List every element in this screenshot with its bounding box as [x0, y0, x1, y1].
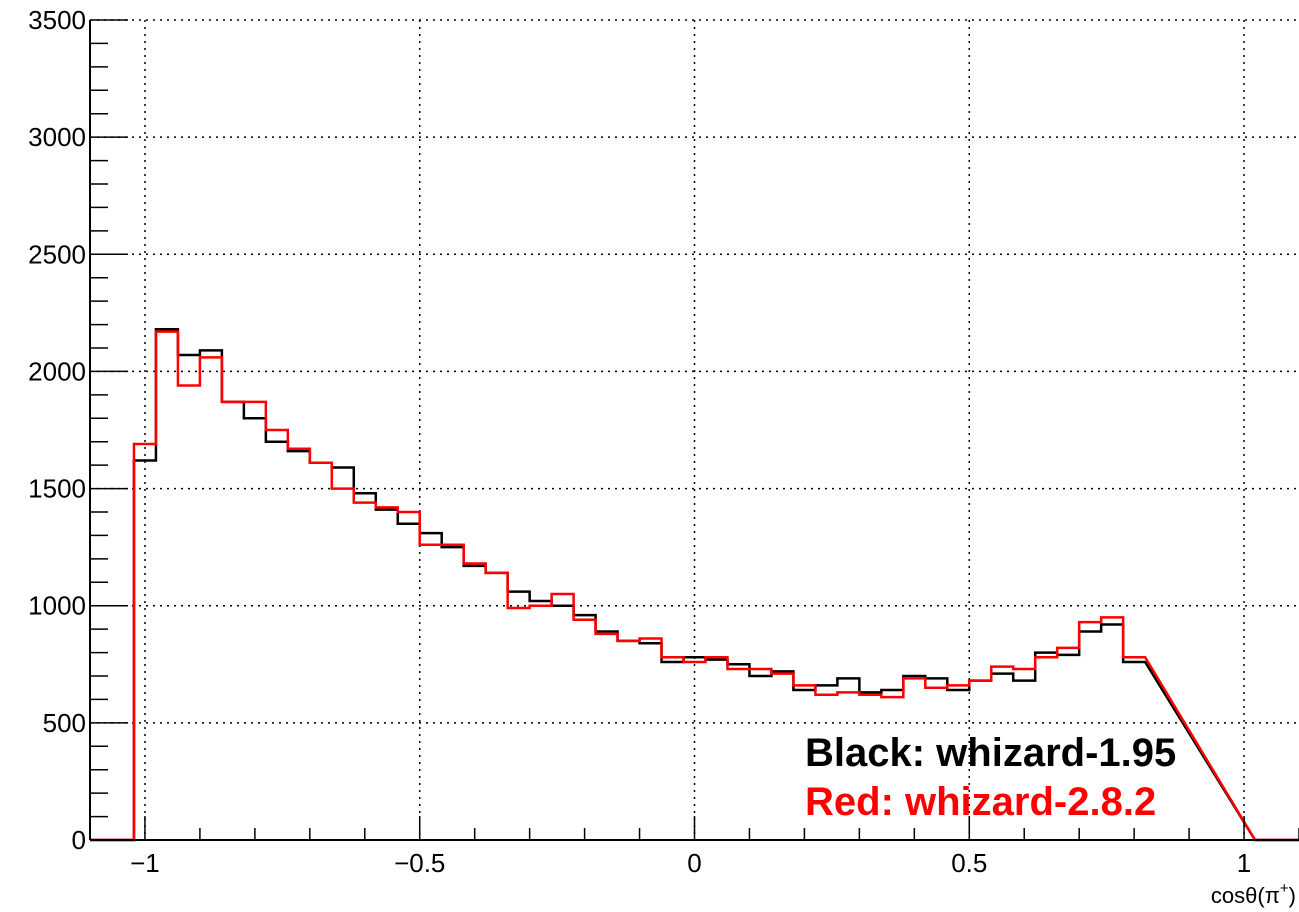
y-tick-label: 3500	[28, 5, 86, 35]
legend-entry-red: Red: whizard-2.8.2	[805, 780, 1156, 824]
x-tick-label: 0	[687, 848, 701, 878]
y-tick-label: 1000	[28, 591, 86, 621]
y-tick-label: 1500	[28, 474, 86, 504]
x-axis-title: cosθ(π+)	[1211, 880, 1296, 908]
y-tick-label: 500	[43, 708, 86, 738]
y-tick-label: 0	[72, 825, 86, 855]
legend-entry-black: Black: whizard-1.95	[805, 731, 1176, 775]
y-tick-label: 2000	[28, 356, 86, 386]
x-tick-label: 1	[1237, 848, 1251, 878]
x-tick-label: −1	[130, 848, 160, 878]
y-tick-label: 2500	[28, 239, 86, 269]
x-tick-label: 0.5	[951, 848, 987, 878]
plot-area	[90, 328, 1299, 842]
x-tick-label: −0.5	[394, 848, 445, 878]
axes: 0 500 1000 1500 2000 2500 3000 3500 −1 −0.5 0 0.5 1	[28, 5, 1299, 878]
y-tick-label: 3000	[28, 122, 86, 152]
legend: Black: whizard-1.95 Red: whizard-2.8.2	[805, 731, 1176, 824]
series-red-histogram	[90, 330, 1299, 842]
